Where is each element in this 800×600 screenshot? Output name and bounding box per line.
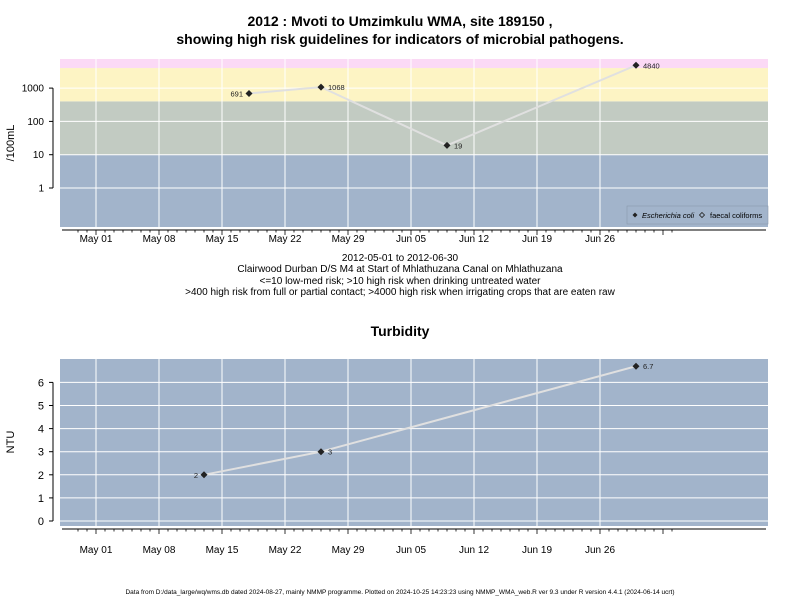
- risk-guideline-line1: <=10 low-med risk; >10 high risk when dr…: [259, 276, 541, 287]
- date-range-text: 2012-05-01 to 2012-06-30: [341, 253, 459, 264]
- y-tick-label: 5: [38, 401, 44, 413]
- x-tick-label: May 01: [80, 234, 113, 245]
- x-tick-label: May 01: [80, 545, 113, 556]
- turbidity-data-point: [632, 362, 640, 370]
- ecoli-series-line: [248, 64, 637, 147]
- x-tick-label: Jun 12: [459, 545, 489, 556]
- x-tick-label: May 22: [269, 234, 302, 245]
- x-tick-label: Jun 19: [522, 545, 552, 556]
- data-label: 6.7: [643, 362, 653, 371]
- turbidity-title: Turbidity: [370, 323, 430, 339]
- x-tick-label: Jun 19: [522, 234, 552, 245]
- x-tick-label: Jun 12: [459, 234, 489, 245]
- x-tick-label: May 15: [206, 545, 239, 556]
- legend-marker-ecoli: [632, 212, 638, 218]
- ecoli-data-point: [317, 83, 325, 91]
- y-tick-label: 0: [38, 516, 44, 528]
- legend-marker-faecal: [698, 211, 706, 219]
- x-tick-label: May 15: [206, 234, 239, 245]
- chart-title-line2: showing high risk guidelines for indicat…: [176, 31, 624, 47]
- risk-band-top: [60, 59, 768, 69]
- risk-band-mid: [60, 101, 768, 155]
- ecoli-data-point: [632, 61, 640, 69]
- turbidity-data-point: [317, 448, 325, 456]
- data-label: 691: [230, 89, 243, 98]
- legend-box: [626, 205, 769, 225]
- x-tick-label: May 08: [143, 545, 176, 556]
- data-label: 1068: [328, 83, 345, 92]
- y-tick-label: 1000: [22, 84, 45, 95]
- ecoli-data-point: [443, 141, 451, 149]
- legend-label-ecoli: Escherichia coli: [642, 211, 694, 220]
- x-tick-label: May 29: [332, 545, 365, 556]
- x-tick-label: May 22: [269, 545, 302, 556]
- x-tick-label: Jun 26: [585, 234, 615, 245]
- x-tick-label: May 08: [143, 234, 176, 245]
- risk-guideline-line2: >400 high risk from full or partial cont…: [185, 287, 615, 298]
- y-axis-label: NTU: [5, 431, 17, 454]
- legend-label-faecal: faecal coliforms: [710, 211, 762, 220]
- y-tick-label: 10: [33, 150, 45, 161]
- y-tick-label: 4: [38, 424, 44, 436]
- ecoli-data-point: [245, 89, 253, 97]
- x-tick-label: Jun 26: [585, 545, 615, 556]
- turbidity-plot-background: [60, 359, 768, 526]
- chart-title-line1: 2012 : Mvoti to Umzimkulu WMA, site 1891…: [247, 13, 553, 29]
- y-tick-label: 6: [38, 377, 44, 389]
- y-tick-label: 1: [38, 184, 44, 195]
- x-tick-label: Jun 05: [396, 234, 426, 245]
- y-tick-label: 1: [38, 493, 44, 505]
- y-tick-label: 2: [38, 470, 44, 482]
- risk-band-high: [60, 68, 768, 102]
- data-label: 19: [454, 141, 462, 150]
- site-description-text: Clairwood Durban D/S M4 at Start of Mhla…: [237, 264, 563, 275]
- x-tick-label: May 29: [332, 234, 365, 245]
- y-tick-label: 100: [27, 117, 44, 128]
- turbidity-data-point: [200, 471, 208, 479]
- y-axis-label: /100mL: [5, 125, 17, 162]
- data-label: 3: [328, 448, 332, 457]
- data-label: 2: [194, 471, 198, 480]
- x-tick-label: Jun 05: [396, 545, 426, 556]
- data-label: 4840: [643, 61, 660, 70]
- y-tick-label: 3: [38, 447, 44, 459]
- footer-note: Data from D:/data_large/wq/wms.db dated …: [125, 589, 675, 596]
